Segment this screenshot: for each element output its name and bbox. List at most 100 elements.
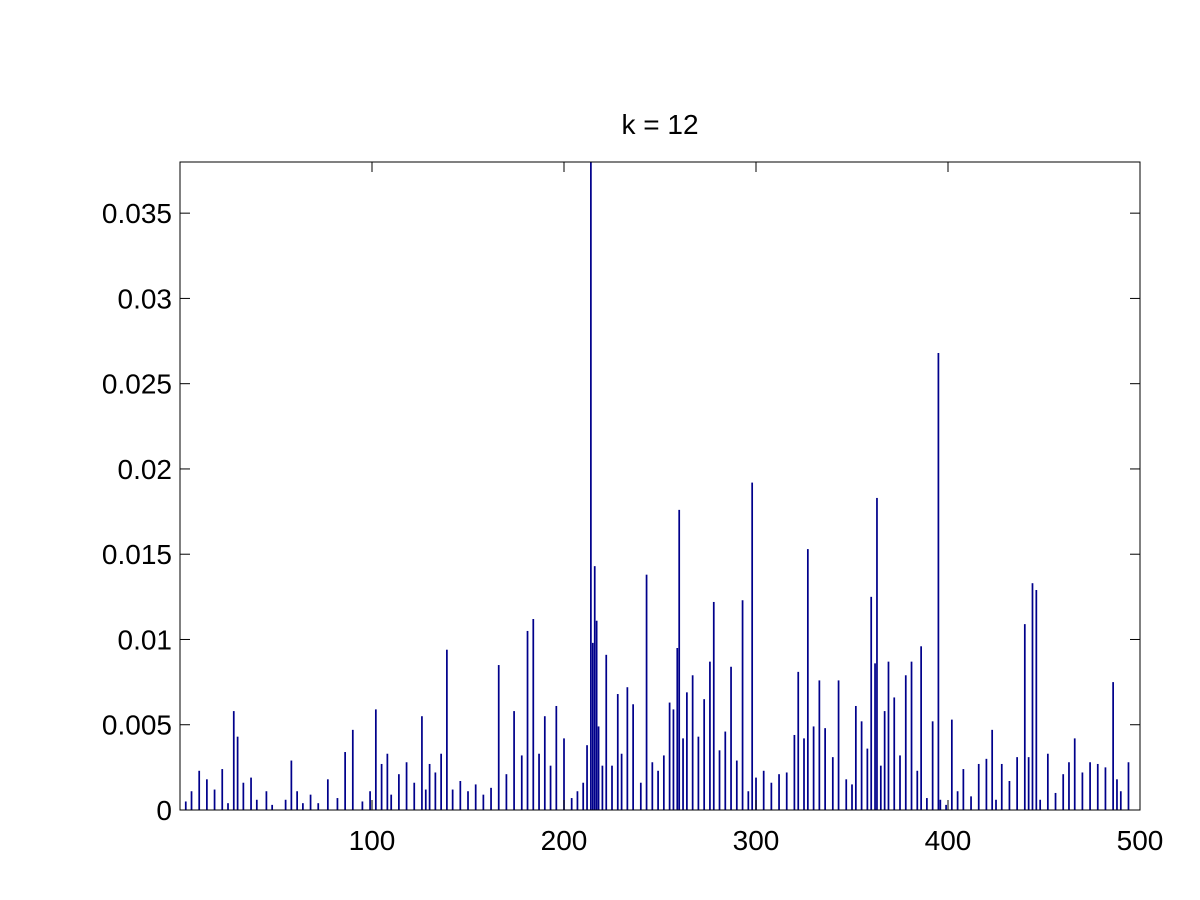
bar xyxy=(874,663,876,810)
bar xyxy=(860,721,863,810)
bar xyxy=(995,799,997,810)
bar xyxy=(1089,762,1091,810)
bar xyxy=(428,763,431,810)
bar xyxy=(1000,763,1003,810)
x-tick-label: 400 xyxy=(925,825,972,856)
bar xyxy=(302,803,304,810)
bar xyxy=(1081,772,1084,810)
bar xyxy=(686,692,688,810)
bar xyxy=(563,738,565,810)
bar xyxy=(1027,757,1030,810)
bar xyxy=(676,648,679,810)
bar xyxy=(1116,779,1118,810)
bar xyxy=(344,752,346,810)
bar xyxy=(645,574,648,810)
bar xyxy=(735,760,738,810)
bar xyxy=(595,620,598,810)
bar xyxy=(474,784,477,810)
bar xyxy=(380,763,383,810)
bar xyxy=(741,600,744,810)
bar xyxy=(369,791,371,810)
bar xyxy=(1016,757,1018,810)
bar xyxy=(1031,583,1034,810)
bar xyxy=(611,765,613,810)
bar xyxy=(730,666,732,810)
y-tick-label: 0.025 xyxy=(102,369,172,400)
bar xyxy=(265,791,268,810)
bar xyxy=(824,728,826,810)
bar xyxy=(221,769,224,810)
bar-series xyxy=(184,162,1130,810)
bar xyxy=(962,769,965,810)
bar xyxy=(597,726,600,810)
bar xyxy=(184,801,187,810)
bar xyxy=(854,705,857,810)
bar xyxy=(390,794,393,810)
y-tick-label: 0.035 xyxy=(102,198,172,229)
bar xyxy=(1119,791,1122,810)
bar xyxy=(555,705,558,810)
bar xyxy=(845,779,848,810)
bar xyxy=(616,694,619,810)
bar xyxy=(985,758,988,810)
bar xyxy=(505,774,508,810)
bar xyxy=(931,721,934,810)
bar xyxy=(920,646,922,810)
axes: 100 200 300 400 500 0 0.005 0.01 0.015 0.02 0.025 0… xyxy=(102,161,1164,856)
bar xyxy=(336,798,339,810)
y-tick-label: 0.005 xyxy=(102,710,172,741)
bar xyxy=(668,702,671,810)
bar xyxy=(977,763,980,810)
y-tick-label: 0.01 xyxy=(118,624,173,655)
bar xyxy=(434,772,437,810)
bar xyxy=(451,789,454,810)
bar xyxy=(818,680,821,810)
bar xyxy=(724,731,727,810)
bar xyxy=(440,753,442,810)
y-tick-label: 0.015 xyxy=(102,539,172,570)
x-tick-label: 500 xyxy=(1117,825,1164,856)
bar xyxy=(576,791,579,810)
bar xyxy=(879,765,882,810)
bar xyxy=(806,549,809,810)
bar xyxy=(632,704,634,810)
bar xyxy=(682,738,684,810)
x-tick-label: 200 xyxy=(541,825,588,856)
bar xyxy=(751,482,754,810)
bar xyxy=(893,697,896,810)
bar xyxy=(206,779,208,810)
y-tick-label: 0.02 xyxy=(118,454,173,485)
bar xyxy=(490,787,492,810)
bar xyxy=(549,765,552,810)
x-tick-label: 100 xyxy=(349,825,396,856)
bar xyxy=(405,762,408,810)
bar xyxy=(1008,781,1011,810)
bar xyxy=(866,748,869,810)
bar xyxy=(284,799,287,810)
bar xyxy=(1127,762,1130,810)
bar xyxy=(213,789,216,810)
bar xyxy=(236,736,239,810)
y-tick-label: 0 xyxy=(156,795,172,826)
bar xyxy=(916,770,919,810)
bar xyxy=(424,789,427,810)
bar xyxy=(803,738,805,810)
bar xyxy=(586,745,588,810)
bar xyxy=(271,804,274,810)
bar xyxy=(770,782,773,810)
bar xyxy=(626,687,629,810)
bar xyxy=(1068,762,1070,810)
bar xyxy=(797,671,800,810)
bar xyxy=(497,665,500,810)
x-tick-label: 300 xyxy=(733,825,780,856)
bar xyxy=(543,716,546,810)
bar xyxy=(1062,774,1065,810)
bar xyxy=(591,642,594,810)
bar xyxy=(227,803,229,810)
bar xyxy=(718,750,721,810)
bar xyxy=(198,770,201,810)
bar xyxy=(538,753,540,810)
bar xyxy=(1104,767,1107,810)
bar xyxy=(1023,624,1026,810)
